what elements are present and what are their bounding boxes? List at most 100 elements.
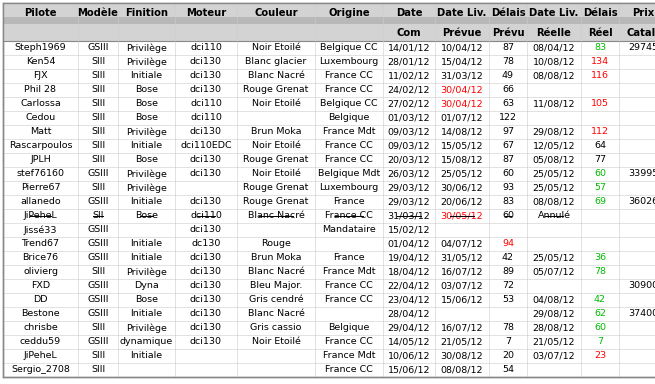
- Text: Initiale: Initiale: [130, 253, 162, 263]
- Text: 57: 57: [594, 184, 606, 192]
- Text: Pierre67: Pierre67: [21, 184, 60, 192]
- Text: Date Liv.: Date Liv.: [529, 8, 578, 18]
- Text: Rouge Grenat: Rouge Grenat: [243, 197, 309, 207]
- Text: 64: 64: [594, 141, 606, 151]
- Text: FJX: FJX: [33, 71, 48, 81]
- Text: JiPeheL: JiPeheL: [24, 212, 58, 220]
- Text: 03/07/12: 03/07/12: [533, 351, 575, 361]
- Text: Bose: Bose: [135, 296, 158, 305]
- Text: Initiale: Initiale: [130, 71, 162, 81]
- Text: 26/03/12: 26/03/12: [388, 169, 430, 179]
- Text: France CC: France CC: [325, 281, 373, 291]
- Text: Brun Moka: Brun Moka: [251, 127, 301, 136]
- Text: 60: 60: [594, 323, 606, 333]
- Text: Noir Etoilé: Noir Etoilé: [252, 338, 301, 346]
- Text: ceddu59: ceddu59: [20, 338, 61, 346]
- Text: 12/05/12: 12/05/12: [533, 141, 575, 151]
- Text: GSIII: GSIII: [87, 169, 109, 179]
- Text: Phil 28: Phil 28: [24, 86, 56, 94]
- Text: SIII: SIII: [91, 184, 105, 192]
- Text: dc130: dc130: [191, 240, 221, 248]
- Text: 21/05/12: 21/05/12: [441, 338, 483, 346]
- Text: Blanc Nacré: Blanc Nacré: [248, 268, 305, 276]
- Text: Rouge Grenat: Rouge Grenat: [243, 86, 309, 94]
- Text: France CC: France CC: [325, 71, 373, 81]
- Text: France CC: France CC: [325, 212, 373, 220]
- Text: dci110: dci110: [190, 99, 222, 109]
- Text: 122: 122: [499, 114, 517, 122]
- Text: 7: 7: [505, 338, 511, 346]
- Text: dci130: dci130: [190, 71, 222, 81]
- Text: 87: 87: [502, 43, 514, 53]
- Text: 05/08/12: 05/08/12: [533, 156, 575, 164]
- Text: 78: 78: [594, 268, 606, 276]
- Text: 37400: 37400: [628, 310, 655, 318]
- Text: 15/06/12: 15/06/12: [388, 366, 430, 374]
- Bar: [3, 17, 655, 24]
- Text: Réel: Réel: [588, 28, 612, 38]
- Text: 93: 93: [502, 184, 514, 192]
- Text: 134: 134: [591, 58, 609, 66]
- Text: 10/08/12: 10/08/12: [533, 58, 575, 66]
- Text: 29/08/12: 29/08/12: [533, 310, 575, 318]
- Text: 62: 62: [594, 310, 606, 318]
- Text: dci130: dci130: [190, 86, 222, 94]
- Text: dci130: dci130: [190, 253, 222, 263]
- Text: dci130: dci130: [190, 197, 222, 207]
- Text: Belgique CC: Belgique CC: [320, 99, 378, 109]
- Text: France CC: France CC: [325, 296, 373, 305]
- Text: Origine: Origine: [328, 8, 370, 18]
- Text: FXD: FXD: [31, 281, 50, 291]
- Text: SIII: SIII: [91, 127, 105, 136]
- Text: 72: 72: [502, 281, 514, 291]
- Text: 20/06/12: 20/06/12: [441, 197, 483, 207]
- Text: GSIII: GSIII: [87, 225, 109, 235]
- Text: 24/02/12: 24/02/12: [388, 86, 430, 94]
- Text: Matt: Matt: [29, 127, 51, 136]
- Text: Brun Moka: Brun Moka: [251, 253, 301, 263]
- Text: Privilège: Privilège: [126, 127, 167, 137]
- Text: Gris cendré: Gris cendré: [249, 296, 303, 305]
- Text: France Mdt: France Mdt: [323, 127, 375, 136]
- Text: 15/04/12: 15/04/12: [441, 58, 483, 66]
- Text: Com: Com: [397, 28, 421, 38]
- Text: 49: 49: [502, 71, 514, 81]
- Text: Initiale: Initiale: [130, 240, 162, 248]
- Text: Bleu Major.: Bleu Major.: [250, 281, 302, 291]
- Text: 15/02/12: 15/02/12: [388, 225, 430, 235]
- Text: 87: 87: [502, 156, 514, 164]
- Text: Prévu: Prévu: [492, 28, 524, 38]
- Text: Rouge: Rouge: [261, 240, 291, 248]
- Text: Prix: Prix: [632, 8, 654, 18]
- Text: DD: DD: [33, 296, 48, 305]
- Text: dci130: dci130: [190, 225, 222, 235]
- Text: Annulé: Annulé: [538, 212, 571, 220]
- Text: France Mdt: France Mdt: [323, 351, 375, 361]
- Text: Noir Etoilé: Noir Etoilé: [252, 43, 301, 53]
- Text: dci130: dci130: [190, 323, 222, 333]
- Text: dci130: dci130: [190, 281, 222, 291]
- Text: 08/08/12: 08/08/12: [533, 197, 575, 207]
- Text: SIII: SIII: [91, 114, 105, 122]
- Text: Luxembourg: Luxembourg: [320, 184, 379, 192]
- Text: 28/01/12: 28/01/12: [388, 58, 430, 66]
- Text: 36: 36: [594, 253, 606, 263]
- Text: allanedo: allanedo: [20, 197, 61, 207]
- Text: 30/08/12: 30/08/12: [441, 351, 483, 361]
- Text: GSIII: GSIII: [87, 338, 109, 346]
- Text: Initiale: Initiale: [130, 351, 162, 361]
- Text: Cedou: Cedou: [26, 114, 56, 122]
- Text: 21/05/12: 21/05/12: [533, 338, 575, 346]
- Text: SIII: SIII: [91, 351, 105, 361]
- Text: France CC: France CC: [325, 141, 373, 151]
- Text: 30/05/12: 30/05/12: [441, 212, 483, 220]
- Text: Jissé33: Jissé33: [24, 225, 57, 235]
- Text: 42: 42: [594, 296, 606, 305]
- Text: 53: 53: [502, 296, 514, 305]
- Text: 42: 42: [502, 253, 514, 263]
- Text: Carlossa: Carlossa: [20, 99, 61, 109]
- Text: 15/08/12: 15/08/12: [441, 156, 483, 164]
- Text: 01/04/12: 01/04/12: [388, 240, 430, 248]
- Text: 10/04/12: 10/04/12: [441, 43, 483, 53]
- Text: Initiale: Initiale: [130, 197, 162, 207]
